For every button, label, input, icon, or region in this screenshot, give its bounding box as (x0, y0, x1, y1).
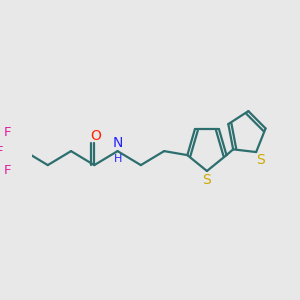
Text: O: O (90, 129, 101, 143)
Text: F: F (4, 126, 11, 139)
Text: F: F (0, 145, 3, 158)
Text: F: F (4, 164, 11, 177)
Text: H: H (113, 154, 122, 164)
Text: S: S (202, 173, 211, 187)
Text: N: N (112, 136, 123, 150)
Text: S: S (256, 153, 265, 167)
